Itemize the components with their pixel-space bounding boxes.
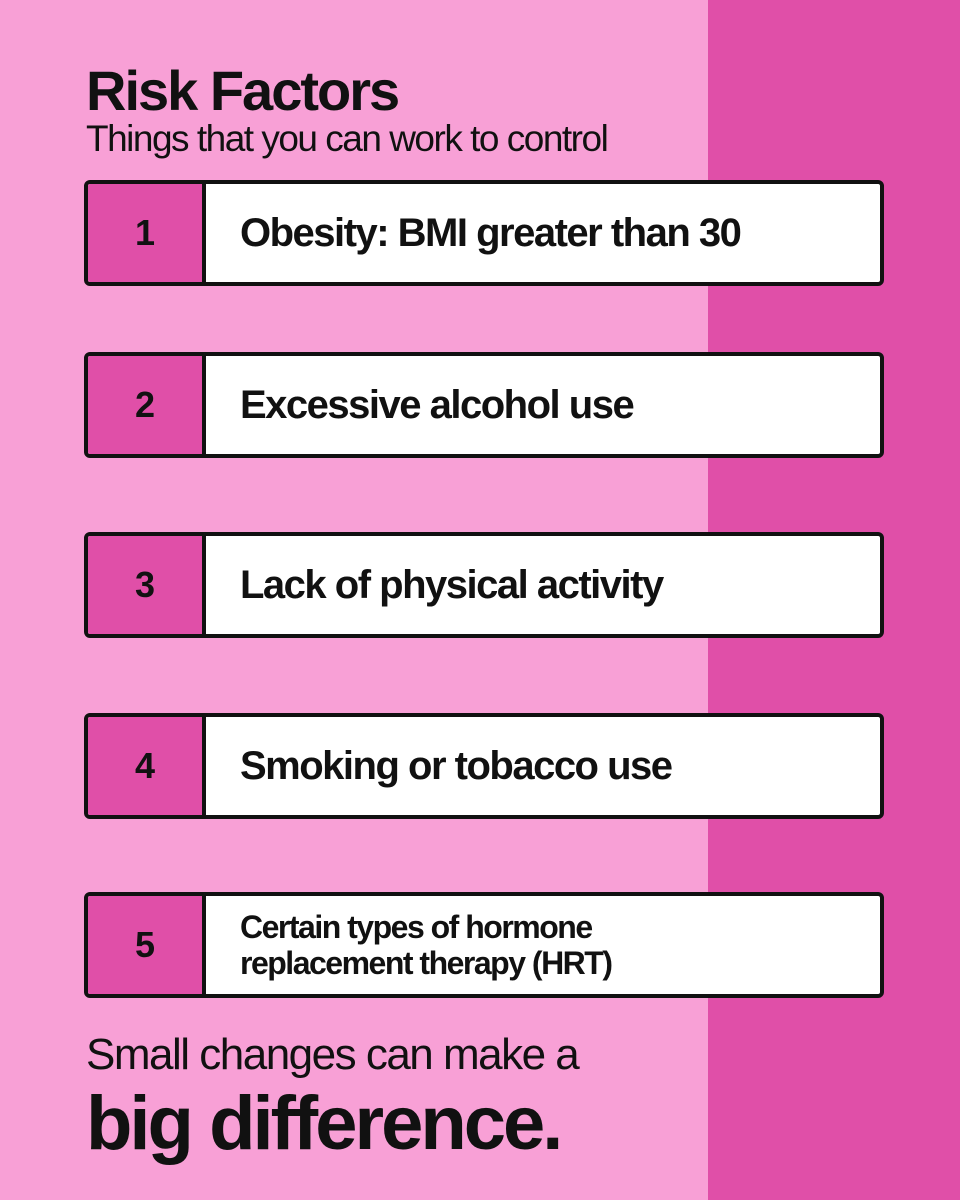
- risk-item: 4 Smoking or tobacco use: [84, 713, 884, 819]
- item-text: Lack of physical activity: [240, 562, 664, 607]
- risk-item: 5 Certain types of hormone replacement th…: [84, 892, 884, 998]
- item-number: 1: [88, 184, 206, 282]
- item-number: 4: [88, 717, 206, 815]
- footer-line: Small changes can make a: [86, 1030, 580, 1079]
- footer-emphasis: big difference.: [86, 1081, 563, 1166]
- subtitle: Things that you can work to control: [86, 118, 609, 159]
- item-text: Excessive alcohol use: [240, 382, 635, 427]
- risk-item: 2 Excessive alcohol use: [84, 352, 884, 458]
- title: Risk Factors: [86, 59, 400, 122]
- item-number: 3: [88, 536, 206, 634]
- item-number: 5: [88, 896, 206, 994]
- item-text: Smoking or tobacco use: [240, 743, 673, 788]
- item-text: Certain types of hormone replacement the…: [240, 909, 613, 981]
- risk-item: 1 Obesity: BMI greater than 30: [84, 180, 884, 286]
- item-text: Obesity: BMI greater than 30: [240, 210, 742, 255]
- item-number: 2: [88, 356, 206, 454]
- risk-item: 3 Lack of physical activity: [84, 532, 884, 638]
